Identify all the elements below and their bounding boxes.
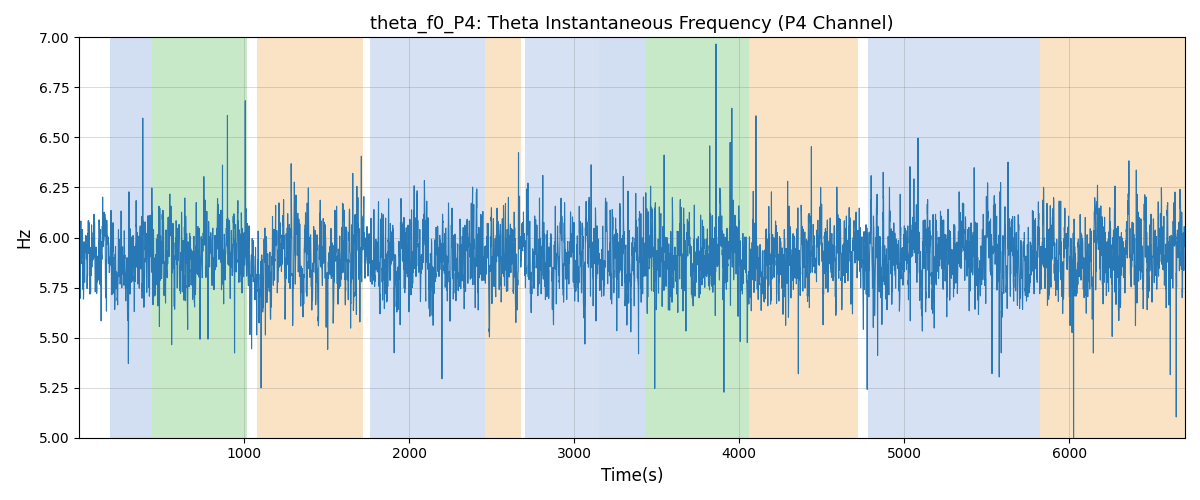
Bar [868,38,1039,438]
Bar [524,38,599,438]
Bar [749,38,858,438]
Bar [1039,38,1082,438]
Bar [1082,38,1184,438]
Y-axis label: Hz: Hz [14,227,32,248]
Bar [257,38,362,438]
Bar [110,38,151,438]
Title: theta_f0_P4: Theta Instantaneous Frequency (P4 Channel): theta_f0_P4: Theta Instantaneous Frequen… [371,15,894,34]
Bar [485,38,522,438]
Bar [599,38,646,438]
Bar [370,38,485,438]
Bar [646,38,749,438]
X-axis label: Time(s): Time(s) [601,467,664,485]
Bar [151,38,247,438]
